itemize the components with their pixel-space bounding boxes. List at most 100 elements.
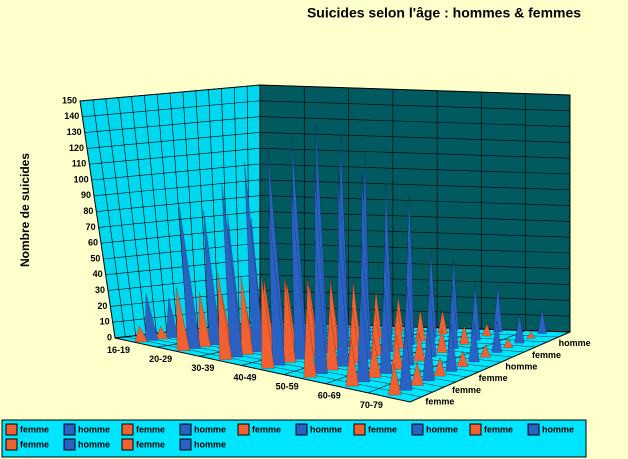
grid-line	[259, 84, 571, 96]
y-tick-label: 80	[83, 206, 93, 216]
wall-grid	[131, 96, 157, 334]
depth-label: homme	[559, 338, 591, 348]
wall-grid	[92, 99, 126, 337]
grid-line	[103, 242, 261, 260]
cone	[155, 325, 169, 340]
cone	[525, 331, 537, 339]
depth-label: homme	[505, 362, 537, 372]
y-tick-label: 40	[93, 269, 103, 279]
legend-swatch	[353, 423, 366, 436]
legend-label: femme	[484, 424, 513, 434]
grid-line	[259, 147, 571, 159]
legend-swatch	[179, 423, 192, 436]
cone	[217, 272, 233, 360]
grid-line	[100, 226, 261, 244]
cone	[368, 338, 382, 379]
y-tick-label: 10	[100, 317, 110, 327]
cone	[514, 314, 525, 344]
cone	[303, 306, 317, 378]
cone	[502, 337, 514, 349]
legend-swatch	[5, 438, 18, 451]
cone	[422, 325, 435, 382]
grid-line	[86, 132, 261, 149]
cone	[479, 343, 492, 358]
cone	[221, 183, 244, 358]
x-tick-label: 20-29	[149, 354, 172, 364]
wall-grid	[182, 91, 199, 329]
y-tick-label: 120	[69, 143, 84, 153]
cone	[198, 291, 212, 348]
legend-swatch	[63, 438, 76, 451]
y-tick-label: 90	[81, 190, 91, 200]
cone	[468, 322, 480, 363]
depth-label: femme	[425, 397, 454, 407]
grid-line	[259, 242, 571, 254]
wall-grid	[118, 97, 147, 335]
y-tick-label: 100	[74, 174, 89, 184]
legend-swatch	[179, 438, 192, 451]
cone	[203, 210, 222, 346]
cone	[433, 356, 447, 377]
y-tick-label: 0	[107, 332, 112, 342]
y-tick-label: 30	[95, 285, 105, 295]
cone	[391, 334, 404, 370]
legend-swatch	[469, 423, 482, 436]
y-tick-label: 140	[64, 111, 79, 121]
grid-line	[259, 100, 571, 112]
legend-label: homme	[426, 424, 458, 434]
grid-line	[89, 147, 261, 165]
wall-grid	[208, 89, 219, 327]
legend-label: homme	[194, 439, 226, 449]
x-tick-label: 30-39	[191, 363, 214, 373]
cone	[134, 325, 149, 343]
cone	[445, 324, 458, 372]
grid-line	[79, 84, 261, 102]
cone	[337, 240, 350, 367]
grid-line	[259, 274, 571, 285]
grid-line	[105, 258, 261, 276]
wall-grid	[233, 87, 240, 325]
grid-line	[96, 195, 261, 212]
cone	[410, 360, 424, 386]
grid-line	[259, 258, 571, 270]
legend-label: homme	[78, 424, 110, 434]
legend-swatch	[295, 423, 308, 436]
cone	[145, 292, 159, 341]
legend-swatch	[237, 423, 250, 436]
legend-swatch	[63, 423, 76, 436]
legend-label: femme	[368, 424, 397, 434]
legend-swatch	[121, 423, 134, 436]
y-axis-title: Nombre de suicides	[18, 153, 32, 267]
cone	[244, 162, 265, 353]
cone	[345, 338, 360, 387]
cone	[436, 329, 448, 354]
cone	[413, 332, 426, 362]
legend-label: homme	[542, 424, 574, 434]
wall-grid	[156, 94, 178, 332]
y-tick-label: 150	[62, 95, 77, 105]
grid-line	[91, 163, 261, 181]
legend-label: femme	[136, 424, 165, 434]
grid-line	[259, 132, 571, 143]
grid-line	[98, 211, 261, 228]
legend-label: femme	[20, 439, 49, 449]
grid-line	[259, 195, 571, 206]
cone	[387, 363, 402, 396]
y-tick-label: 130	[67, 127, 82, 137]
cone	[166, 298, 179, 338]
cone	[290, 185, 307, 360]
cone	[240, 275, 254, 355]
legend-swatch	[5, 423, 18, 436]
cone	[283, 275, 297, 363]
cone	[314, 239, 328, 374]
back-wall	[259, 84, 571, 333]
grid-line	[93, 179, 261, 197]
grid-line	[259, 290, 571, 301]
legend-label: homme	[194, 424, 226, 434]
x-tick-label: 70-79	[360, 400, 383, 410]
wall-grid	[105, 98, 137, 336]
grid-line	[259, 226, 571, 238]
cone	[481, 322, 492, 337]
depth-label: femme	[452, 385, 481, 395]
